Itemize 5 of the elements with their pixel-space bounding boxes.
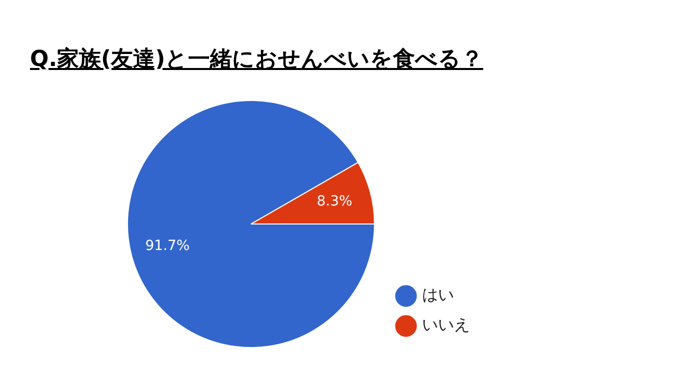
data-label: 91.7% [145, 238, 190, 254]
chart-title: Q.家族(友達)と一緒におせんべいを食べる？ [30, 46, 484, 74]
data-label: 8.3% [316, 193, 352, 210]
legend-label: はい [422, 285, 454, 304]
legend-label: いいえ [422, 315, 470, 334]
